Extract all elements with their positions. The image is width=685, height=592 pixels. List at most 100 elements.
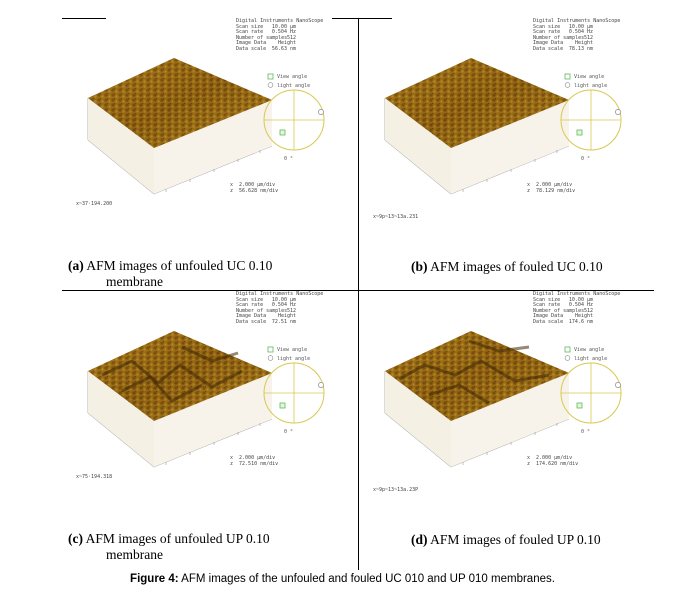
panel-b: View angle light angle 0 ° Digital Instr… [359,18,655,290]
svg-text:0 °: 0 ° [284,156,293,162]
panel-caption-line1: AFM images of unfouled UP 0.10 [85,531,270,546]
scan-info-value: 56.63 nm [271,45,296,52]
panel-caption: (d) AFM images of fouled UP 0.10 [411,532,601,548]
svg-text:0 °: 0 ° [581,429,590,435]
scale-x: x 2.000 µm/div [230,182,276,188]
view-angle-label: View angle [277,74,307,80]
panel-caption-line1: AFM images of unfouled UC 0.10 [86,258,273,273]
afm-scan-info: Digital Instruments NanoScope Scan size 10… [236,18,324,52]
afm-scale-text: x 2.000 µm/div z 72.510 nm/div [230,455,278,467]
panel-a: View angle light angle 0 ° Digital Instr… [62,18,358,290]
afm-scan-info: Digital Instruments NanoScope Scan size 10… [533,291,620,325]
scale-z: z 78.129 nm/div [527,188,576,194]
panel-caption: (b) AFM images of fouled UC 0.10 [411,259,603,275]
afm-surface-plot: View angle light angle 0 ° [87,331,325,468]
scan-info-key: Image Data [533,313,564,319]
afm-axis-ticks [165,150,261,192]
afm-surface-plot: View angle light angle 0 ° [384,331,622,468]
afm-side-face-left [385,98,451,194]
afm-ridges [101,345,243,403]
scan-info-value: 10.00 µm [271,296,296,303]
afm-axis-ticks [165,423,261,465]
scan-info-row: Scan size 10.00 µm [533,296,620,304]
afm-surface-shade [88,331,272,421]
scan-info-value: 78.13 nm [568,45,593,52]
scan-info-row: Number of samples512 [236,34,323,42]
scan-info-row: Scan rate 0.504 Hz [533,302,620,309]
grid-vertical-divider [358,18,359,570]
afm-view-legend: View angle light angle 0 ° [263,346,325,435]
scan-info-value: 0.504 Hz [271,29,296,35]
afm-side-face-right [154,373,272,467]
scan-info-row: Image Data Height [533,40,620,47]
afm-ridge [468,339,530,353]
scan-info-value: 512 [286,307,296,314]
view-angle-label: View angle [277,347,307,353]
scan-info-row: Image Data Height [533,313,620,320]
scale-x: x 2.000 µm/div [230,455,276,461]
figure-caption-text: AFM images of the unfouled and fouled UC… [178,573,555,585]
scan-info-row: Scan rate 0.504 Hz [533,29,620,36]
grid-top-right-rule [332,18,392,19]
scan-info-row: Number of samples512 [533,35,620,42]
afm-axis-ticks [462,423,558,465]
afm-side-face-right [451,100,569,194]
afm-side-face-left [385,371,451,467]
scan-info-value: 10.00 µm [568,296,593,303]
afm-file-name: x~9p~13~13a.231 [373,214,419,220]
afm-scale-text: x 2.000 µm/div z 174.620 nm/div [527,455,578,467]
svg-text:0 °: 0 ° [284,429,293,435]
view-angle-label: View angle [574,347,604,353]
panel-caption-line1: AFM images of fouled UP 0.10 [430,532,601,547]
scan-info-row: Scan size 10.00 µm [236,23,323,31]
scan-info-key: Scan rate [236,29,264,35]
scan-info-row: Data scale 72.51 nm [236,318,323,326]
scan-info-value: 512 [583,307,593,314]
scan-info-value: Height [277,40,296,46]
panel-caption-line2: membrane [106,547,163,562]
scale-z: z 174.620 nm/div [527,461,579,467]
scan-info-title: Digital Instruments NanoScope [236,291,324,297]
scan-info-value: 0.504 Hz [568,302,593,308]
grid-horizontal-divider [62,290,654,291]
light-angle-label: light angle [277,83,310,89]
scale-z: z 72.510 nm/div [230,461,279,467]
afm-ridge [101,359,243,389]
panel-letter: (b) [411,259,428,274]
panel-caption: (c) AFM images of unfouled UP 0.10 membra… [68,531,270,563]
afm-view-legend: View angle light angle 0 ° [560,73,622,162]
scan-info-key: Scan size [236,23,264,30]
scan-info-value: Height [277,313,296,319]
figure-caption: Figure 4: AFM images of the unfouled and… [0,573,685,585]
afm-side-face-right [154,100,272,194]
svg-text:0 °: 0 ° [581,156,590,162]
panel-d: View angle light angle 0 ° Digital Instr… [359,291,655,563]
scan-info-title: Digital Instruments NanoScope [533,18,621,24]
scan-info-key: Scan rate [236,302,264,308]
scan-info-key: Image Data [533,40,564,46]
afm-surface-plot: View angle light angle 0 ° [384,58,622,195]
afm-scale-text: x 2.000 µm/div z 56.628 nm/div [230,182,278,194]
scan-info-title: Digital Instruments NanoScope [236,18,324,24]
afm-ridge [181,345,239,363]
scan-info-value: 72.51 nm [271,318,296,325]
scan-info-row: Number of samples512 [236,307,323,315]
afm-side-face-right [451,373,569,467]
scan-info-key: Scan size [533,296,561,303]
scan-info-row: Scan size 10.00 µm [236,296,323,304]
scan-info-key: Image Data [236,313,267,319]
scan-info-row: Data scale 78.13 nm [533,45,620,53]
afm-view-legend: View angle light angle 0 ° [560,346,622,435]
scan-info-row: Image Data Height [236,40,323,47]
scan-info-row: Scan rate 0.504 Hz [236,29,323,36]
scan-info-value: 10.00 µm [271,23,296,30]
afm-ridge [398,359,550,383]
panel-letter: (d) [411,532,428,547]
scan-info-key: Scan size [533,23,561,30]
scale-x: x 2.000 µm/div [527,182,573,188]
afm-surface-shade [385,331,569,421]
scale-x: x 2.000 µm/div [527,455,573,461]
afm-axis-ticks [462,150,558,192]
afm-view-legend: View angle light angle 0 ° [263,73,325,162]
scan-info-value: 512 [286,34,296,41]
